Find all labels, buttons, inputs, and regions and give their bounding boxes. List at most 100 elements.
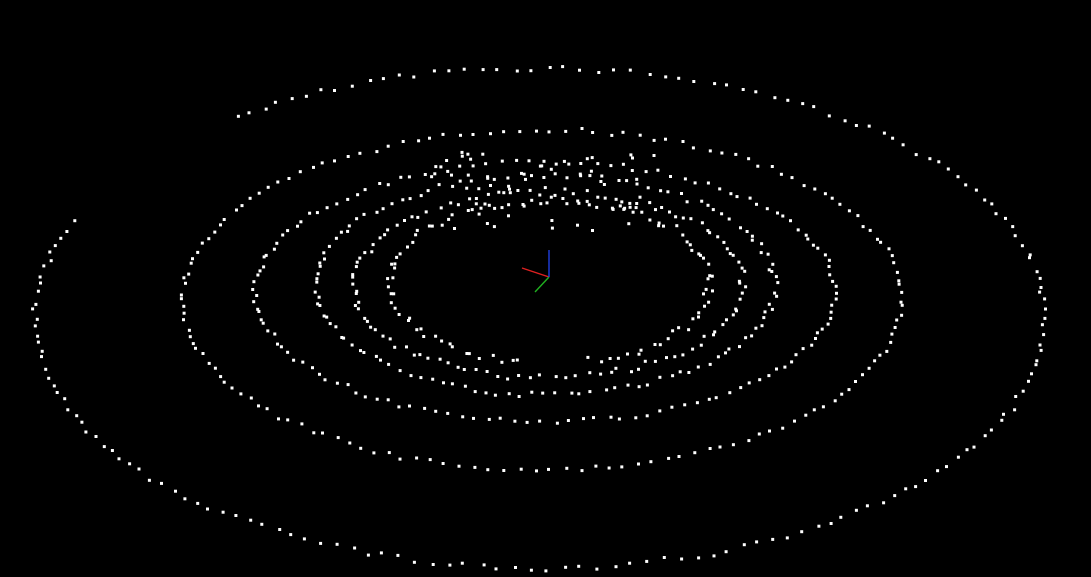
point-2-363 [487,417,491,421]
point-1-261 [219,223,222,227]
point-3-549 [530,174,533,178]
point-0-17 [965,448,969,452]
point-0-0 [1043,316,1047,320]
point-4-643 [371,243,375,247]
point-cluster-31 [589,169,593,173]
point-4-657 [486,192,490,196]
point-1-307 [802,184,806,188]
point-3-567 [720,212,724,216]
point-4-630 [356,307,360,311]
point-1-244 [191,342,195,346]
point-5-769 [640,210,644,214]
point-3-538 [408,197,412,201]
point-4-684 [728,252,732,256]
point-3-536 [390,202,394,206]
point-4-661 [528,188,532,192]
point-3-471 [738,345,741,349]
point-1-195 [781,426,785,430]
point-cluster-8 [585,157,589,161]
point-3-499 [442,381,445,385]
point-0-69 [206,507,209,511]
point-cluster-58 [507,214,510,218]
point-5-776 [688,243,692,247]
point-3-543 [458,179,462,183]
point-1-269 [287,177,291,180]
point-1-211 [565,466,569,470]
point-cluster-47 [460,154,464,158]
point-0-66 [249,518,253,522]
point-1-300 [720,151,724,155]
point-1-233 [265,407,269,411]
point-5-695 [703,304,706,308]
point-0-96 [31,307,35,311]
point-4-671 [635,202,639,205]
point-cluster-36 [524,177,527,181]
point-0-4 [1039,348,1043,352]
point-2-398 [262,255,266,259]
point-5-775 [685,240,689,244]
point-1-314 [861,225,865,229]
point-cluster-43 [628,205,632,209]
point-cluster-54 [493,206,497,210]
point-1-216 [486,468,490,472]
point-2-452 [811,243,815,247]
point-3-484 [613,386,617,390]
point-4-666 [585,189,589,193]
point-cluster-23 [576,223,579,227]
point-5-727 [407,319,410,322]
point-0-81 [84,430,88,434]
point-0-71 [183,497,187,501]
point-cluster-48 [538,164,542,168]
point-0-94 [33,324,37,328]
point-0-68 [221,510,225,514]
point-0-64 [278,528,282,531]
point-3-474 [716,355,720,359]
point-cluster-24 [660,206,664,209]
point-1-224 [372,451,376,455]
point-0-31 [800,530,804,534]
point-2-341 [758,378,762,382]
point-4-610 [517,374,521,377]
point-cluster-56 [550,226,554,230]
point-3-482 [637,385,641,389]
point-cluster-4 [492,225,496,229]
point-0-53 [448,563,452,567]
point-5-692 [711,289,714,293]
point-0-150 [882,131,886,135]
point-5-748 [447,217,451,221]
point-5-740 [398,252,402,256]
point-2-410 [346,197,350,201]
point-cluster-33 [481,152,485,156]
point-2-445 [765,207,769,211]
point-4-668 [603,196,607,200]
point-4-649 [410,215,414,219]
point-3-472 [727,347,731,351]
point-0-9 [1021,389,1025,393]
point-2-448 [789,219,792,223]
point-0-166 [1020,244,1024,248]
point-cluster-32 [479,206,483,210]
point-2-459 [834,284,838,288]
point-2-451 [806,237,810,241]
point-3-562 [680,192,683,195]
point-5-761 [565,202,569,206]
point-2-339 [775,367,778,371]
point-1-280 [428,136,431,140]
point-4-627 [369,325,373,329]
point-2-389 [257,310,261,313]
point-0-22 [914,485,918,489]
point-3-525 [323,257,326,261]
point-1-274 [346,155,350,158]
point-1-259 [207,237,211,241]
point-2-383 [279,345,283,349]
point-3-577 [767,268,771,272]
point-2-411 [356,193,360,197]
point-1-282 [459,133,462,137]
point-1-210 [580,469,584,473]
point-4-603 [599,372,603,376]
point-2-399 [264,253,268,257]
point-2-357 [566,419,570,422]
point-4-654 [456,203,460,207]
